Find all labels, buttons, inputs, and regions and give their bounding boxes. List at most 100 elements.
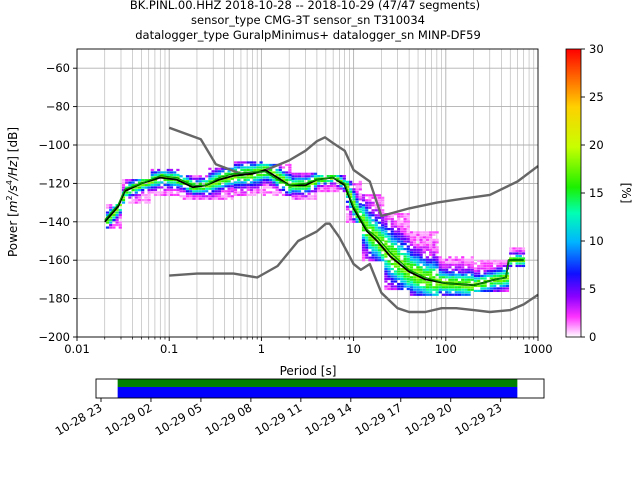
density-cell	[358, 203, 362, 206]
density-cell	[256, 183, 260, 187]
density-cell	[438, 263, 442, 266]
density-cell	[493, 259, 497, 263]
density-cell	[499, 262, 503, 265]
density-cell	[451, 283, 455, 286]
density-cell	[275, 168, 279, 172]
density-cell	[211, 197, 215, 200]
density-cell	[179, 175, 183, 178]
density-cell	[429, 283, 433, 286]
density-cell	[509, 249, 513, 253]
density-cell	[435, 251, 439, 254]
density-cell	[499, 272, 503, 275]
density-cell	[435, 258, 439, 261]
density-cell	[390, 272, 394, 276]
density-cell	[483, 282, 487, 285]
density-cell	[384, 232, 388, 236]
density-cell	[515, 257, 519, 260]
density-cell	[169, 171, 174, 174]
density-cell	[406, 245, 410, 248]
density-cell	[409, 278, 414, 281]
density-cell	[301, 172, 305, 175]
density-cell	[230, 177, 234, 180]
density-cell	[265, 176, 270, 179]
density-cell	[505, 274, 510, 278]
density-cell	[464, 293, 468, 296]
density-cell	[134, 194, 138, 197]
density-cell	[195, 192, 199, 195]
density-cell	[211, 187, 215, 190]
density-cell	[422, 268, 426, 271]
density-cell	[253, 193, 257, 197]
density-cell	[285, 178, 289, 182]
density-cell	[221, 187, 225, 190]
density-cell	[147, 196, 151, 199]
density-cell	[425, 291, 430, 294]
density-cell	[441, 268, 446, 271]
density-cell	[448, 288, 452, 291]
density-cell	[243, 176, 247, 179]
density-cell	[435, 261, 439, 264]
density-cell	[400, 270, 404, 273]
density-cell	[473, 262, 478, 265]
density-cell	[166, 186, 170, 189]
density-cell	[371, 211, 375, 214]
density-cell	[477, 274, 481, 278]
colorbar-tick-label: 20	[589, 138, 604, 152]
density-cell	[349, 210, 353, 213]
timeline-tick-label: 10-29 05	[153, 400, 205, 438]
density-cell	[413, 286, 417, 289]
density-cell	[211, 192, 215, 195]
density-cell	[365, 221, 369, 224]
density-cell	[457, 266, 462, 269]
density-cell	[422, 291, 426, 294]
density-cell	[217, 192, 222, 195]
density-cell	[416, 293, 420, 296]
density-cell	[416, 291, 420, 294]
density-cell	[377, 251, 382, 254]
density-cell	[390, 220, 394, 223]
density-cell	[413, 293, 417, 296]
density-cell	[205, 175, 209, 178]
density-cell	[409, 248, 414, 251]
density-cell	[489, 272, 494, 275]
density-cell	[435, 256, 439, 259]
density-cell	[502, 284, 506, 288]
density-cell	[464, 273, 468, 276]
density-cell	[249, 188, 254, 192]
density-cell	[457, 281, 462, 284]
density-cell	[169, 181, 174, 184]
density-cell	[441, 266, 446, 269]
title-line-3: datalogger_type GuralpMinimus+ datalogge…	[135, 28, 481, 42]
density-cell	[384, 227, 388, 231]
density-cell	[400, 277, 404, 281]
density-cell	[480, 287, 484, 290]
density-cell	[355, 188, 359, 191]
density-cell	[419, 273, 423, 276]
density-cell	[256, 163, 260, 167]
density-cell	[259, 163, 263, 167]
density-cell	[384, 275, 388, 278]
density-cell	[368, 194, 372, 197]
density-cell	[214, 187, 218, 190]
density-cell	[358, 205, 362, 208]
density-cell	[313, 192, 318, 195]
density-cell	[464, 291, 468, 294]
density-cell	[483, 284, 487, 288]
density-cell	[451, 263, 455, 266]
density-cell	[105, 213, 110, 217]
density-cell	[419, 231, 423, 234]
density-cell	[317, 187, 321, 190]
density-cell	[185, 190, 190, 193]
density-cell	[141, 199, 145, 202]
density-cell	[454, 263, 458, 266]
density-cell	[390, 262, 394, 266]
density-cell	[489, 287, 494, 290]
density-cell	[275, 171, 279, 174]
density-cell	[445, 261, 449, 264]
density-cell	[496, 289, 500, 293]
title-line-1: BK.PINL.00.HHZ 2018-10-28 -- 2018-10-29 …	[130, 0, 480, 12]
density-cell	[345, 200, 350, 203]
density-cell	[224, 180, 228, 183]
density-cell	[473, 267, 478, 270]
density-cell	[259, 161, 263, 164]
